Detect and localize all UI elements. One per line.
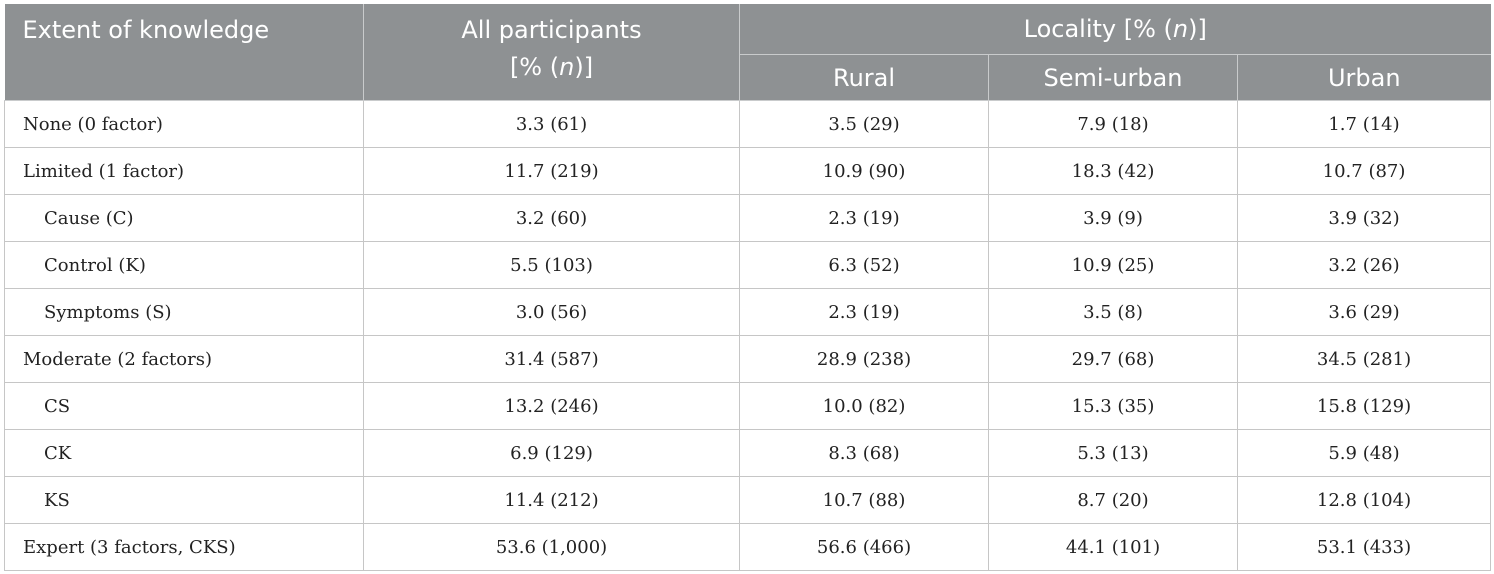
cell-all: 3.0 (56) xyxy=(363,288,740,336)
row-label: Cause (C) xyxy=(4,194,364,242)
row-label: CS xyxy=(4,382,364,430)
cell-rural: 2.3 (19) xyxy=(739,194,989,242)
table-body: None (0 factor) 3.3 (61) 3.5 (29) 7.9 (1… xyxy=(4,100,1492,571)
header-rural: Rural xyxy=(739,54,989,101)
cell-urban: 3.6 (29) xyxy=(1237,288,1492,336)
cell-semi-urban: 15.3 (35) xyxy=(988,382,1238,430)
cell-rural: 28.9 (238) xyxy=(739,335,989,383)
table-row: CK 6.9 (129) 8.3 (68) 5.3 (13) 5.9 (48) xyxy=(4,429,1492,477)
cell-semi-urban: 8.7 (20) xyxy=(988,476,1238,524)
cell-all: 53.6 (1,000) xyxy=(363,523,740,571)
unit-n: n xyxy=(559,53,575,81)
cell-semi-urban: 3.9 (9) xyxy=(988,194,1238,242)
header-all-participants: All participants [% (n)] xyxy=(363,4,740,101)
cell-all: 11.7 (219) xyxy=(363,147,740,195)
row-label: Symptoms (S) xyxy=(4,288,364,336)
table-row: KS 11.4 (212) 10.7 (88) 8.7 (20) 12.8 (1… xyxy=(4,476,1492,524)
header-row-1: Extent of knowledge All participants [% … xyxy=(4,4,1491,101)
row-label: Control (K) xyxy=(4,241,364,289)
table-row: None (0 factor) 3.3 (61) 3.5 (29) 7.9 (1… xyxy=(4,100,1492,148)
cell-urban: 3.2 (26) xyxy=(1237,241,1492,289)
cell-semi-urban: 5.3 (13) xyxy=(988,429,1238,477)
cell-urban: 15.8 (129) xyxy=(1237,382,1492,430)
cell-rural: 6.3 (52) xyxy=(739,241,989,289)
header-extent-of-knowledge: Extent of knowledge xyxy=(4,4,364,101)
cell-semi-urban: 29.7 (68) xyxy=(988,335,1238,383)
row-label: CK xyxy=(4,429,364,477)
cell-rural: 56.6 (466) xyxy=(739,523,989,571)
cell-all: 11.4 (212) xyxy=(363,476,740,524)
cell-urban: 1.7 (14) xyxy=(1237,100,1492,148)
cell-urban: 12.8 (104) xyxy=(1237,476,1492,524)
row-label: Limited (1 factor) xyxy=(4,147,364,195)
table-row: Moderate (2 factors) 31.4 (587) 28.9 (23… xyxy=(4,335,1492,383)
header-all-participants-unit: [% (n)] xyxy=(364,49,739,81)
cell-rural: 2.3 (19) xyxy=(739,288,989,336)
table-row: Symptoms (S) 3.0 (56) 2.3 (19) 3.5 (8) 3… xyxy=(4,288,1492,336)
unit-prefix: [% ( xyxy=(509,53,560,81)
header-semi-urban: Semi-urban xyxy=(988,54,1238,101)
cell-rural: 10.9 (90) xyxy=(739,147,989,195)
table-row: Limited (1 factor) 11.7 (219) 10.9 (90) … xyxy=(4,147,1492,195)
cell-rural: 10.0 (82) xyxy=(739,382,989,430)
cell-semi-urban: 44.1 (101) xyxy=(988,523,1238,571)
cell-semi-urban: 18.3 (42) xyxy=(988,147,1238,195)
locality-n: n xyxy=(1172,15,1189,43)
header-urban: Urban xyxy=(1237,54,1491,101)
locality-prefix: Locality [% ( xyxy=(1023,15,1173,43)
cell-rural: 3.5 (29) xyxy=(739,100,989,148)
cell-rural: 8.3 (68) xyxy=(739,429,989,477)
cell-semi-urban: 7.9 (18) xyxy=(988,100,1238,148)
cell-semi-urban: 3.5 (8) xyxy=(988,288,1238,336)
unit-suffix: )] xyxy=(574,53,594,81)
row-label: Moderate (2 factors) xyxy=(4,335,364,383)
row-label: Expert (3 factors, CKS) xyxy=(4,523,364,571)
table-row: CS 13.2 (246) 10.0 (82) 15.3 (35) 15.8 (… xyxy=(4,382,1492,430)
table-row: Control (K) 5.5 (103) 6.3 (52) 10.9 (25)… xyxy=(4,241,1492,289)
row-label: KS xyxy=(4,476,364,524)
row-label: None (0 factor) xyxy=(4,100,364,148)
cell-all: 6.9 (129) xyxy=(363,429,740,477)
cell-all: 3.2 (60) xyxy=(363,194,740,242)
cell-urban: 10.7 (87) xyxy=(1237,147,1492,195)
table-row: Expert (3 factors, CKS) 53.6 (1,000) 56.… xyxy=(4,523,1492,571)
header-all-participants-title: All participants xyxy=(461,16,642,44)
cell-rural: 10.7 (88) xyxy=(739,476,989,524)
cell-all: 5.5 (103) xyxy=(363,241,740,289)
locality-suffix: )] xyxy=(1188,15,1207,43)
cell-all: 13.2 (246) xyxy=(363,382,740,430)
table-header: Extent of knowledge All participants [% … xyxy=(4,4,1491,101)
cell-urban: 34.5 (281) xyxy=(1237,335,1492,383)
cell-semi-urban: 10.9 (25) xyxy=(988,241,1238,289)
cell-urban: 5.9 (48) xyxy=(1237,429,1492,477)
knowledge-table: Extent of knowledge All participants [% … xyxy=(4,4,1492,571)
cell-all: 3.3 (61) xyxy=(363,100,740,148)
header-locality: Locality [% (n)] xyxy=(739,4,1491,55)
header-row-2: Rural Semi-urban Urban xyxy=(5,54,1491,101)
table-row: Cause (C) 3.2 (60) 2.3 (19) 3.9 (9) 3.9 … xyxy=(4,194,1492,242)
cell-all: 31.4 (587) xyxy=(363,335,740,383)
cell-urban: 53.1 (433) xyxy=(1237,523,1492,571)
cell-urban: 3.9 (32) xyxy=(1237,194,1492,242)
